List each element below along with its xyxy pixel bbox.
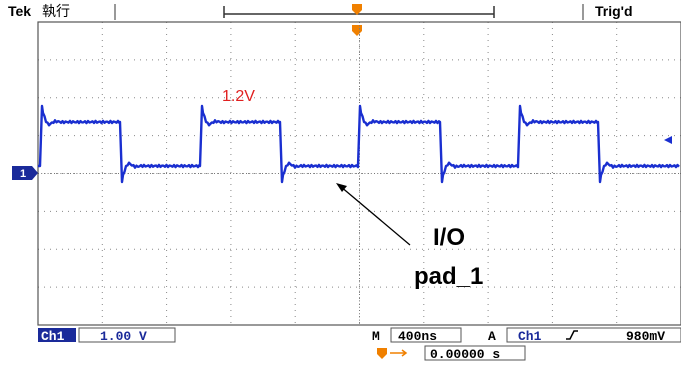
time-label: M <box>372 329 380 344</box>
trigger-source: Ch1 <box>518 329 542 344</box>
page: Tek 執行 Trig'd 1 1.2V I/O pad_1 Ch1 1.00 … <box>0 0 681 378</box>
channel-readout: Ch1 <box>41 329 65 344</box>
channel-marker-label: 1 <box>20 168 26 180</box>
trigger-level: 980mV <box>626 329 665 344</box>
scope-screen: Tek 執行 Trig'd 1 1.2V I/O pad_1 Ch1 1.00 … <box>0 0 681 378</box>
brand: Tek <box>8 3 31 19</box>
level-annotation: 1.2V <box>222 88 255 105</box>
signal-label: pad_1 <box>414 263 483 290</box>
trigger-state: Trig'd <box>595 3 633 19</box>
time-per-div: 400ns <box>398 329 437 344</box>
signal-label: I/O <box>433 224 465 251</box>
trigger-label: A <box>488 329 496 344</box>
run-status: 執行 <box>42 3 70 19</box>
horizontal-position: 0.00000 s <box>430 347 500 362</box>
volts-per-div: 1.00 V <box>100 329 147 344</box>
